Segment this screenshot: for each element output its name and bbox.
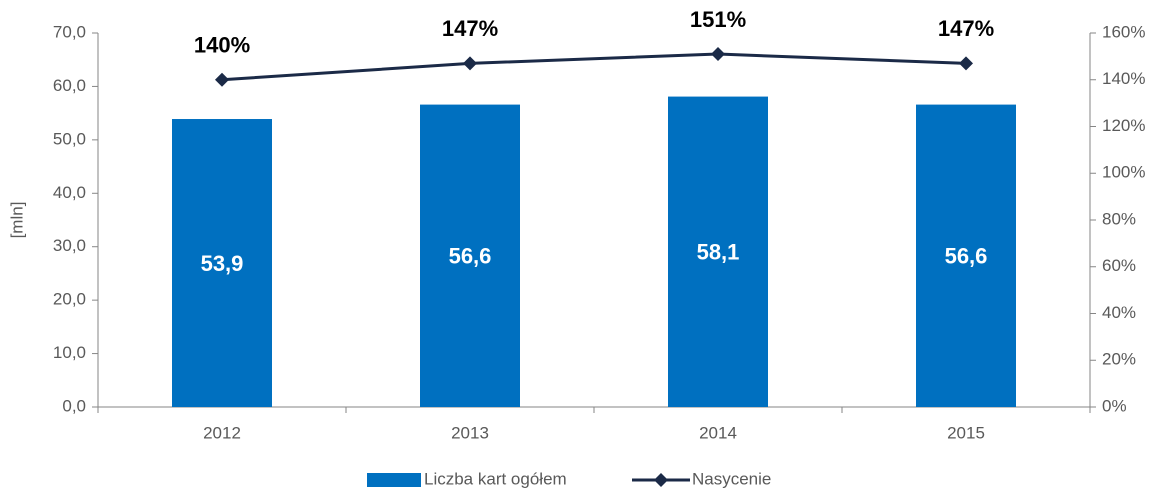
- bar: [172, 119, 272, 408]
- y2-tick-label: 80%: [1102, 209, 1136, 228]
- y2-tick-label: 40%: [1102, 303, 1136, 322]
- bar: [668, 96, 768, 407]
- y-tick-label: 60,0: [53, 76, 86, 95]
- legend-marker: [654, 473, 668, 487]
- y2-tick-label: 60%: [1102, 256, 1136, 275]
- y2-tick-label: 20%: [1102, 350, 1136, 369]
- line: [221, 52, 967, 82]
- bar: [916, 104, 1016, 407]
- bar-value-label: 53,9: [201, 251, 244, 276]
- y-tick-label: 70,0: [53, 22, 86, 41]
- line-value-label: 151%: [690, 7, 746, 32]
- y-tick-label: 20,0: [53, 290, 86, 309]
- legend-label: Liczba kart ogółem: [424, 469, 567, 488]
- y-tick-label: 50,0: [53, 129, 86, 148]
- line-value-label: 147%: [938, 16, 994, 41]
- x-tick-label: 2014: [699, 423, 737, 442]
- bar-value-label: 58,1: [697, 240, 740, 265]
- line-value-label: 147%: [442, 16, 498, 41]
- line-marker: [215, 72, 229, 87]
- legend-label: Nasycenie: [692, 469, 771, 488]
- y-tick-label: 40,0: [53, 183, 86, 202]
- legend-swatch: [367, 473, 421, 487]
- line-marker: [711, 47, 725, 62]
- y2-tick-label: 0%: [1102, 396, 1127, 415]
- line-marker: [463, 56, 477, 71]
- y-axis-label: [mln]: [7, 202, 26, 239]
- y2-tick-label: 160%: [1102, 22, 1145, 41]
- y2-tick-label: 120%: [1102, 116, 1145, 135]
- x-tick-label: 2012: [203, 423, 241, 442]
- y-tick-label: 0,0: [62, 396, 86, 415]
- bar-value-label: 56,6: [945, 244, 988, 269]
- line-value-label: 140%: [194, 33, 250, 58]
- bar-value-label: 56,6: [449, 244, 492, 269]
- y2-tick-label: 100%: [1102, 163, 1145, 182]
- bar: [420, 104, 520, 407]
- y2-tick-label: 140%: [1102, 69, 1145, 88]
- y-tick-label: 30,0: [53, 236, 86, 255]
- y-tick-label: 10,0: [53, 343, 86, 362]
- line-marker: [959, 56, 973, 71]
- x-tick-label: 2013: [451, 423, 489, 442]
- x-tick-label: 2015: [947, 423, 985, 442]
